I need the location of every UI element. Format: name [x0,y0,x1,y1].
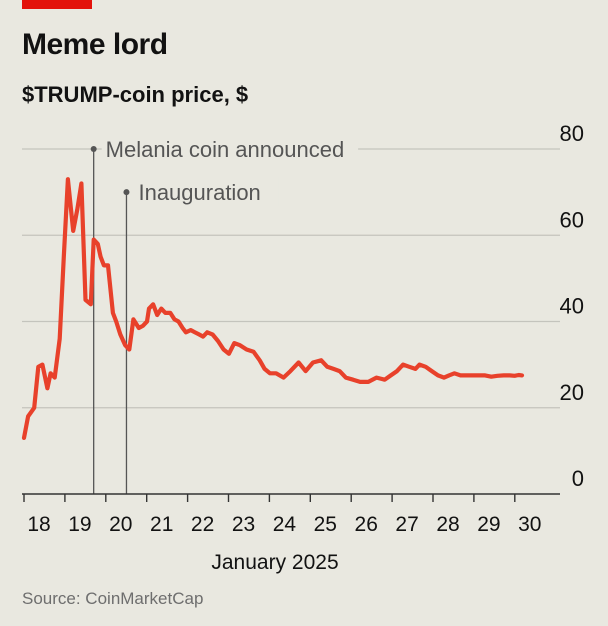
y-tick-label: 80 [560,121,584,146]
annotations: Melania coin announced Inauguration [90,133,359,494]
y-tick-label: 40 [560,294,584,319]
x-axis-label: January 2025 [211,551,338,574]
x-tick-label: 22 [191,513,214,536]
x-tick-label: 18 [27,513,50,536]
x-tick-label: 25 [314,513,337,536]
x-tick-label: 20 [109,513,132,536]
x-tick-label: 21 [150,513,173,536]
annotation-label-bg [101,133,359,163]
y-tick-label: 60 [560,207,584,232]
annotation-label: Melania coin announced [106,137,345,162]
series-line [21,177,525,440]
y-tick-label: 20 [560,380,584,405]
series-layer [21,177,525,440]
annotation: Melania coin announced [90,133,359,494]
x-tick-label: 27 [395,513,418,536]
y-axis-labels: 0 20 40 60 80 [560,121,584,491]
source-note: Source: CoinMarketCap [22,589,204,608]
x-axis: 18 19 20 21 22 23 24 25 26 27 28 29 30 [22,493,560,536]
y-tick-label: 0 [572,466,584,491]
annotation-dot [123,189,130,196]
x-tick-label: 24 [273,513,297,536]
x-tick-label: 26 [355,513,378,536]
x-tick-label: 28 [436,513,459,536]
brand-tab [22,0,92,9]
annotation: Inauguration [123,176,279,494]
x-tick-label: 29 [477,513,500,536]
annotation-label-bg [134,176,279,207]
annotation-dot [90,146,97,152]
x-tick-label: 19 [68,513,91,536]
annotation-label: Inauguration [138,180,260,205]
chart-subtitle: $TRUMP-coin price, $ [22,82,249,107]
x-tick-label: 30 [518,513,541,536]
chart-title: Meme lord [22,28,168,61]
x-tick-label: 23 [232,513,255,536]
